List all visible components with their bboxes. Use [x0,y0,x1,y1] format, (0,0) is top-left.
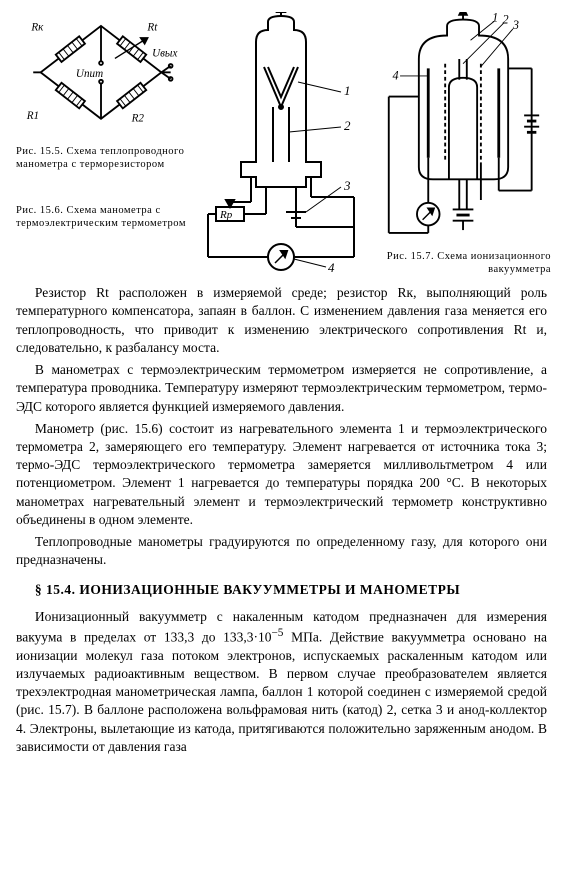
fig-155-svg: Rк Rt Uпит Uвых R1 R2 [16,12,186,142]
label-Uvyh: Uвых [152,48,177,60]
paragraph-2: В манометрах с термоэлектрическим термом… [16,361,547,416]
label-Rp: Rр [219,209,233,221]
section-title: § 15.4. ИОНИЗАЦИОННЫЕ ВАКУУММЕТРЫ И МАНО… [16,581,547,599]
label-R1: R1 [26,110,39,122]
label-157-4: 4 [393,69,399,83]
paragraph-4: Теплопроводные манометры градуируются по… [16,533,547,569]
p5-part-b: МПа. Действие вакуумметра основано на ио… [16,629,547,753]
label-156-2: 2 [344,118,351,133]
label-156-3: 3 [343,178,351,193]
fig-155-caption: Рис. 15.5. Схема теплопроводного маномет… [16,146,186,171]
label-Rt: Rt [146,22,158,34]
paragraph-1: Резистор Rt расположен в измеряемой сред… [16,284,547,357]
fig-156-column: Rр [196,12,366,276]
p5-superscript: −5 [271,627,283,639]
label-157-1: 1 [492,12,498,24]
fig-155-column: Rк Rt Uпит Uвых R1 R2 Рис. 15.5. Схема т… [16,12,186,276]
label-Upit: Uпит [76,68,103,80]
fig-157-caption: Рис. 15.7. Схема ионизационного вакуумме… [376,251,551,276]
label-157-2: 2 [503,12,509,26]
label-156-4: 4 [328,260,335,272]
fig-156-caption: Рис. 15.6. Схема манометра с термоэлектр… [16,205,186,230]
fig-156-svg: Rр [196,12,366,272]
paragraph-5: Ионизационный вакуумметр с накаленным ка… [16,608,547,756]
label-157-3: 3 [512,18,519,32]
label-R2: R2 [131,113,145,125]
paragraph-3: Манометр (рис. 15.6) состоит из нагреват… [16,420,547,529]
label-Rk: Rк [30,22,44,34]
label-156-1: 1 [344,83,351,98]
fig-157-column: 1 2 3 4 Рис. 15.7. Схема ионизационного … [376,12,551,276]
figures-row: Rк Rt Uпит Uвых R1 R2 Рис. 15.5. Схема т… [16,12,547,276]
fig-157-svg: 1 2 3 4 [376,12,551,247]
